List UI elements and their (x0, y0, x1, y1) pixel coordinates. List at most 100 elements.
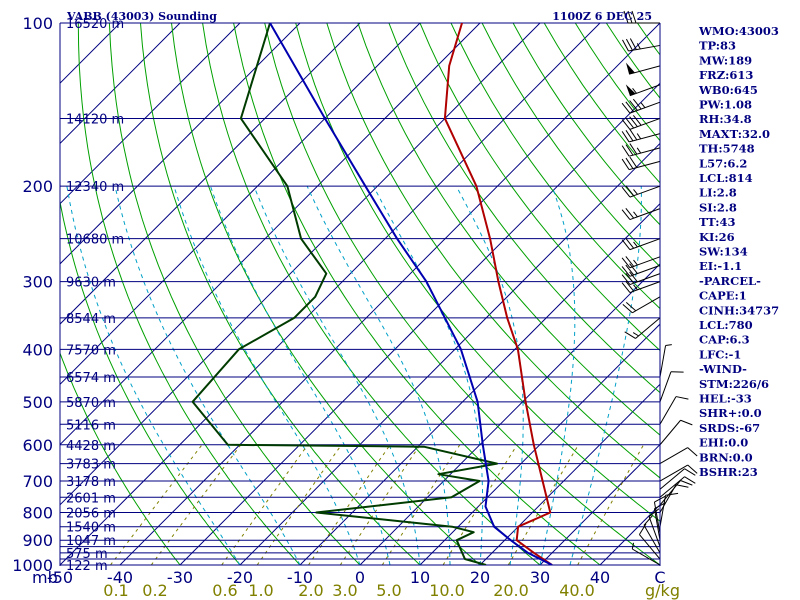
wind-barb-half-tick (633, 259, 638, 266)
stat-item: MAXT:32.0 (699, 127, 770, 141)
wind-barb-staff (643, 524, 661, 554)
wind-barb-tick (687, 464, 698, 474)
height-label-1000: 122 m (66, 559, 108, 574)
wind-barb-tick (684, 476, 696, 484)
pressure-label-300: 300 (22, 273, 53, 292)
station-title: VABB (43003) Sounding (66, 10, 217, 23)
mixing-ratio-label: 0.1 (103, 581, 128, 600)
wind-barb-staff (635, 317, 661, 339)
mixing-ratio-label: 40.0 (559, 581, 595, 600)
wind-barb-staff (639, 534, 661, 560)
dry-adiabat-line (543, 23, 660, 184)
wind-barb (659, 480, 693, 506)
wind-barb-staff (659, 480, 681, 506)
isotherm-line (60, 23, 181, 145)
mixing-ratio-unit: g/kg (645, 581, 680, 600)
wind-barb-staff (632, 296, 661, 314)
moist-adiabat-line (455, 185, 524, 565)
wind-barb-staff (648, 516, 661, 547)
height-label-300: 9630 m (66, 276, 116, 291)
mixing-ratio-line (381, 444, 461, 565)
isotherm-line (60, 23, 241, 205)
wind-barb-staff (628, 65, 661, 75)
wind-barb-staff (628, 160, 661, 171)
wind-barbs (621, 10, 698, 566)
wind-barb (623, 10, 660, 24)
wind-barb-staff (629, 238, 661, 251)
moist-adiabat-line (569, 186, 642, 565)
wind-barb-tick (625, 238, 635, 249)
wind-barb-half-tick (633, 211, 638, 218)
wind-barb-tick (632, 115, 642, 126)
wind-barb-tick (625, 130, 634, 142)
wind-barb-tick (625, 185, 635, 197)
wind-barb-staff (628, 147, 661, 157)
wind-barb-tick (621, 186, 631, 198)
stat-item: EI:-1.1 (699, 259, 742, 273)
height-label-500: 5870 m (66, 396, 116, 411)
wind-barb (648, 508, 661, 547)
wind-barb (621, 185, 661, 198)
wind-barb (659, 468, 696, 490)
wind-barb (659, 484, 689, 513)
wind-barb-tick (625, 144, 634, 156)
stat-item: LCL:780 (699, 318, 753, 332)
dry-adiabat-line (481, 23, 660, 268)
wind-barb-tick (625, 38, 633, 51)
wind-barb-tick (675, 396, 689, 400)
moist-adiabat-line (66, 186, 241, 565)
wind-barb-staff (659, 396, 677, 425)
wind-barb-tick (631, 10, 637, 24)
isotherm-line (419, 323, 660, 565)
pressure-label-1000: 1000 (12, 556, 53, 575)
mixing-ratio-label: 10.0 (429, 581, 465, 600)
stat-item: TH:5748 (699, 142, 755, 156)
mixing-ratio-label: 0.6 (212, 581, 237, 600)
pressure-label-600: 600 (22, 436, 53, 455)
stat-item: BSHR:23 (699, 465, 758, 479)
wind-barb-tick (629, 38, 637, 50)
wind-barb-tick (680, 419, 693, 426)
wind-barb-tick (675, 484, 689, 488)
wind-barb-tick (684, 468, 696, 476)
pressure-label-700: 700 (22, 472, 53, 491)
wind-barb-half-tick (632, 88, 637, 94)
height-label-150: 14120 m (66, 112, 124, 127)
wind-barb-staff (629, 117, 661, 130)
sounding-time: 1100Z 6 DEC 25 (552, 10, 652, 23)
wind-barb (621, 207, 661, 221)
stat-item: FRZ:613 (699, 68, 753, 82)
height-label-550: 5116 m (66, 418, 116, 433)
wind-barb-staff (659, 371, 672, 403)
mixing-ratio-line (442, 444, 518, 565)
isotherm-line (60, 23, 541, 506)
pressure-label-100: 100 (22, 14, 53, 33)
wind-barb-staff (629, 281, 661, 294)
temp-tick-label: -40 (107, 568, 133, 587)
wind-barb-tick (621, 131, 630, 143)
height-label-650: 3783 m (66, 458, 116, 473)
wind-barb-half-tick (631, 542, 635, 550)
wind-barb-tick (621, 209, 631, 220)
height-label-800: 2056 m (66, 506, 116, 521)
stat-item: LCL:814 (699, 171, 753, 185)
wind-barb-flag (625, 84, 636, 96)
wind-barb-half-tick (632, 332, 639, 337)
wind-barb-tick (629, 129, 638, 141)
wind-barb-tick (621, 266, 631, 277)
temp-tick-label: 20 (470, 568, 490, 587)
temp-tick-label: 30 (530, 568, 550, 587)
wind-barb-tick (625, 207, 635, 219)
wind-barb (621, 156, 661, 171)
stat-item: -WIND- (699, 362, 747, 376)
moist-adiabat-line (173, 186, 361, 565)
wind-barb-tick (625, 117, 635, 129)
wind-barb-staff (659, 345, 667, 378)
wind-barb-half-tick (640, 102, 646, 108)
mixing-ratio-line (339, 444, 421, 565)
wind-barb-tick (629, 271, 638, 283)
stat-item: CAPE:1 (699, 289, 747, 303)
wind-barb-staff (659, 419, 681, 446)
mixing-ratio-label: 20.0 (493, 581, 529, 600)
stat-item: PW:1.08 (699, 98, 752, 112)
